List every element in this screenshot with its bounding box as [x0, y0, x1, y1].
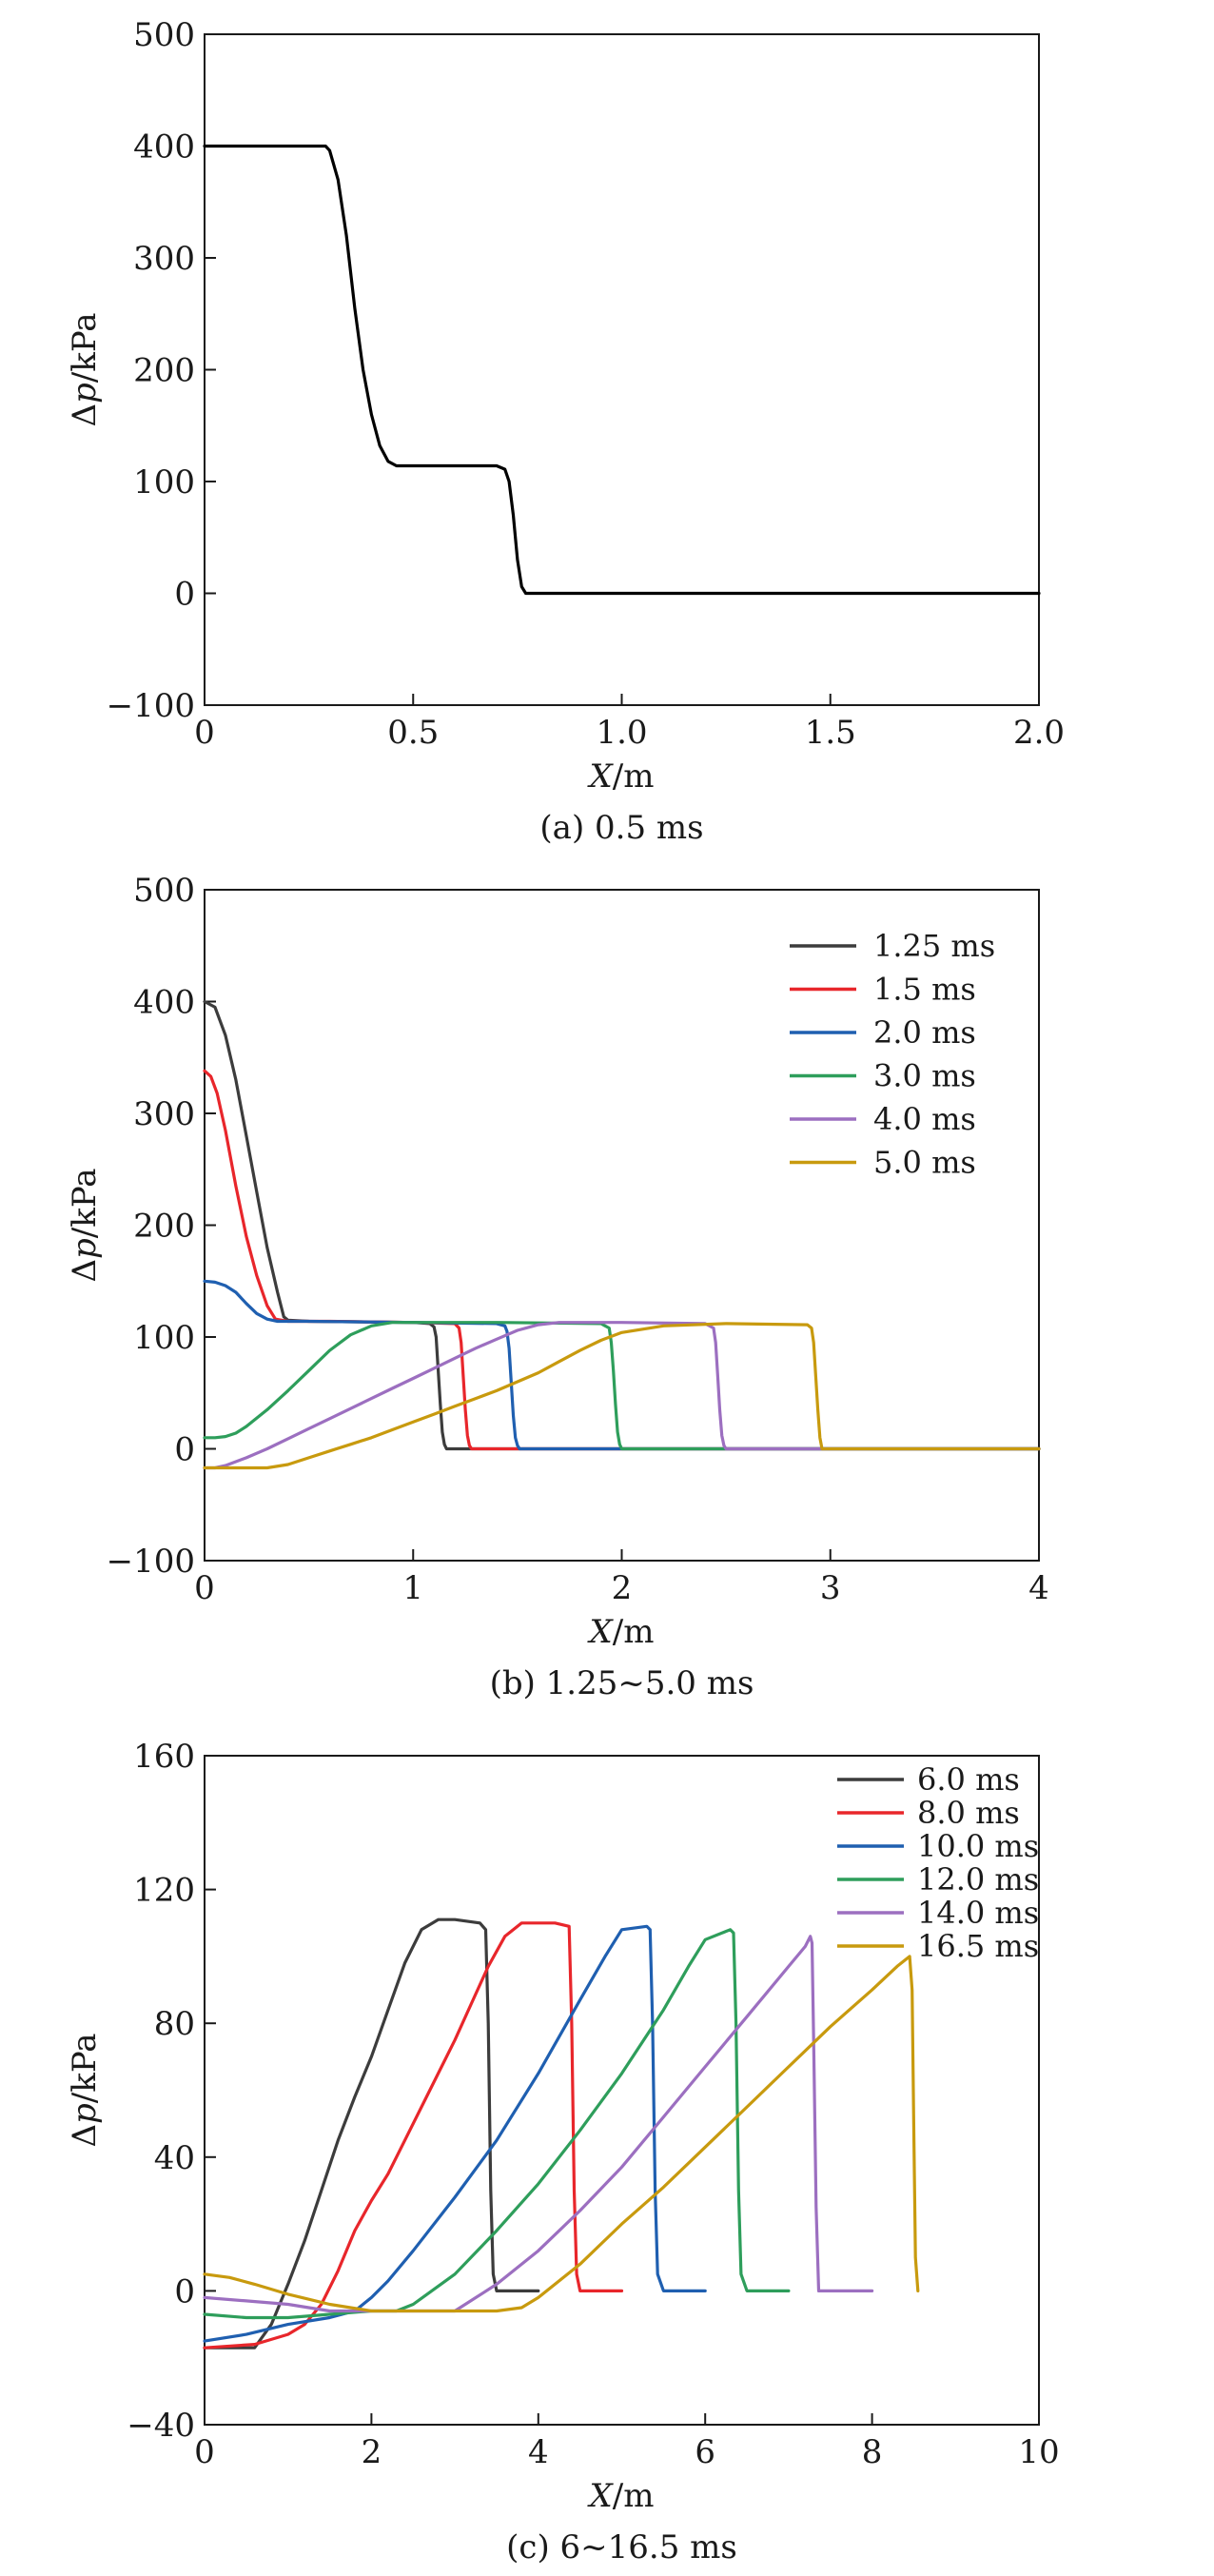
panel-caption: (a) 0.5 ms [539, 809, 703, 847]
series-line-12.0-ms [203, 1928, 791, 2320]
x-tick-label: 10 [1018, 2433, 1059, 2471]
series-line-3.0-ms [203, 1321, 1041, 1451]
legend-entry-label: 6.0 ms [917, 1761, 1020, 1798]
x-tick-label: 0.5 [387, 714, 439, 752]
series-line-10.0-ms [203, 1924, 707, 2343]
x-axis-label-symbol: X [587, 1613, 615, 1651]
y-tick-label: −100 [107, 687, 195, 725]
legend: 1.25 ms 1.5 ms 2.0 ms 3.0 ms 4.0 ms 5.0 ms [790, 928, 995, 1181]
legend-entry-label: 8.0 ms [917, 1795, 1020, 1831]
y-tick-label: 0 [174, 1431, 195, 1469]
y-axis-label-unit: /kPa [66, 1168, 104, 1238]
y-tick-label: 120 [133, 1872, 195, 1910]
y-tick-label: 500 [133, 16, 195, 54]
y-axis-label-unit: /kPa [66, 312, 104, 383]
y-axis-label-symbol: p [66, 2103, 104, 2124]
x-axis-label: X/m [587, 757, 655, 796]
panel-caption: (b) 1.25~5.0 ms [490, 1664, 754, 1702]
legend-entry-label: 14.0 ms [917, 1895, 1039, 1931]
series-line-4.0-ms [203, 1321, 1041, 1470]
x-tick-label: 4 [1028, 1569, 1049, 1607]
x-axis-label-unit: /m [613, 757, 655, 796]
x-axis-label: X/m [587, 2477, 655, 2515]
y-axis-label: Δp/kPa [66, 312, 104, 426]
legend-entry-label: 1.25 ms [873, 928, 995, 964]
x-tick-label: 2 [362, 2433, 382, 2471]
y-axis-label-symbol: p [66, 383, 104, 403]
series-line-6.0-ms [203, 1917, 540, 2350]
y-tick-label: 160 [133, 1738, 195, 1776]
y-axis-label-delta: Δ [66, 1259, 104, 1283]
y-tick-label: 80 [154, 2005, 195, 2043]
x-axis-label-symbol: X [587, 757, 615, 796]
x-tick-label: 8 [862, 2433, 883, 2471]
plot-frame [204, 1755, 1040, 2426]
y-tick-label: 100 [133, 1319, 195, 1357]
y-tick-label: 100 [133, 463, 195, 501]
y-tick-label: −100 [107, 1543, 195, 1581]
series-line-2.0-ms [203, 1279, 1041, 1451]
y-tick-label: 200 [133, 1208, 195, 1246]
series-line-16.5-ms [203, 1955, 920, 2313]
y-tick-label: 0 [174, 2272, 195, 2311]
x-tick-label: 2.0 [1013, 714, 1065, 752]
x-tick-label: 1.5 [805, 714, 856, 752]
y-axis-label: Δp/kPa [66, 2033, 104, 2147]
y-tick-label: 40 [154, 2139, 195, 2177]
legend-entry-label: 16.5 ms [917, 1928, 1039, 1964]
series-line-8.0-ms [203, 1921, 624, 2350]
series-line-14.0-ms [203, 1935, 874, 2313]
y-tick-label: 400 [133, 128, 195, 167]
x-tick-label: 1 [402, 1569, 423, 1607]
x-axis-label: X/m [587, 1613, 655, 1651]
y-axis-label-delta: Δ [66, 403, 104, 427]
legend-entry-label: 4.0 ms [873, 1101, 976, 1137]
legend-entry-label: 10.0 ms [917, 1828, 1039, 1864]
y-axis-label-unit: /kPa [66, 2033, 104, 2103]
x-tick-label: 0 [194, 714, 215, 752]
x-axis-label-unit: /m [613, 1613, 655, 1651]
x-tick-label: 6 [695, 2433, 715, 2471]
x-tick-label: 3 [820, 1569, 841, 1607]
x-tick-label: 4 [528, 2433, 549, 2471]
x-tick-label: 0 [194, 1569, 215, 1607]
x-tick-label: 1.0 [596, 714, 647, 752]
legend-entry-label: 3.0 ms [873, 1058, 976, 1094]
y-tick-label: 0 [174, 576, 195, 614]
x-tick-label: 2 [612, 1569, 633, 1607]
x-tick-label: 0 [194, 2433, 215, 2471]
legend-entry-label: 12.0 ms [917, 1861, 1039, 1898]
legend-entry-label: 2.0 ms [873, 1014, 976, 1051]
y-axis-label-delta: Δ [66, 2124, 104, 2148]
x-axis-label-unit: /m [613, 2477, 655, 2515]
series-line-5.0-ms [203, 1322, 1041, 1470]
y-tick-label: 200 [133, 352, 195, 390]
plot-frame [204, 33, 1040, 706]
y-axis-label-symbol: p [66, 1238, 104, 1259]
panel-caption: (c) 6~16.5 ms [506, 2528, 737, 2566]
y-tick-label: 300 [133, 240, 195, 278]
legend-entry-label: 5.0 ms [873, 1145, 976, 1181]
y-tick-label: 500 [133, 872, 195, 910]
x-axis-label-symbol: X [587, 2477, 615, 2515]
legend-entry-label: 1.5 ms [873, 972, 976, 1008]
y-axis-label: Δp/kPa [66, 1168, 104, 1282]
y-tick-label: −40 [127, 2407, 195, 2445]
y-tick-label: 400 [133, 984, 195, 1022]
series-line-0 [203, 144, 1041, 596]
y-tick-label: 300 [133, 1095, 195, 1133]
